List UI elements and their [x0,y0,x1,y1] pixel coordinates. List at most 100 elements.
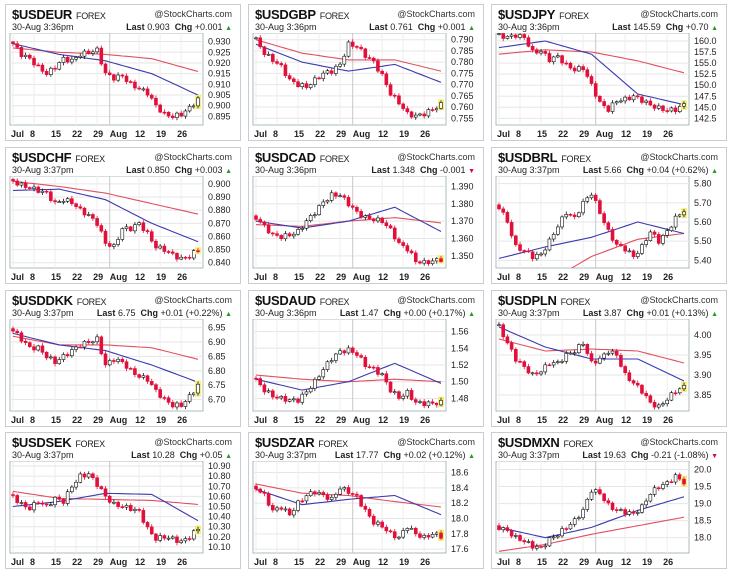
candle [530,45,535,51]
chart-panel-usdaud[interactable]: $USDAUD FOREX @StockCharts.com 30-Aug 3:3… [248,290,484,427]
y-tick-label: 18.0 [451,514,469,524]
candle [271,505,275,511]
candle [602,353,606,359]
chart-panel-usdgbp[interactable]: $USDGBP FOREX @StockCharts.com 30-Aug 3:3… [248,4,484,141]
candle [258,219,263,223]
candle [401,103,405,109]
x-tick-label: Jul [254,415,267,425]
y-tick-label: 0.870 [208,218,231,228]
exchange-label: FOREX [563,439,593,449]
candle [350,493,355,495]
candle [166,537,171,540]
x-tick-label: 19 [156,557,166,567]
candle [296,398,300,403]
candle [682,211,686,216]
y-tick-label: 18.0 [694,533,712,543]
y-tick-label: 18.6 [451,468,469,478]
chart-panel-usdmxn[interactable]: $USDMXN FOREX @StockCharts.com 30-Aug 3:3… [491,432,727,569]
chg-label: Chg [383,450,401,460]
candle [15,495,20,503]
chart-panel-usdzar[interactable]: $USDZAR FOREX @StockCharts.com 30-Aug 3:3… [248,432,484,569]
candle [334,493,338,498]
candle [49,504,53,507]
candle [376,60,380,72]
x-tick-label: 29 [579,415,589,425]
x-tick-label: Aug [353,272,371,282]
candle [505,35,510,39]
candle [509,34,514,37]
candle [158,245,162,249]
candle [577,212,581,217]
y-tick-label: 1.54 [451,343,469,353]
x-tick-label: 22 [315,415,325,425]
symbol: $USDSEK [12,435,72,450]
candle [568,352,573,355]
candle [287,75,292,80]
arrow-up-icon: ▲ [468,25,475,32]
x-tick-label: Jul [254,129,267,139]
candle [275,507,279,511]
candle [677,388,682,394]
candle [619,509,623,511]
chart-panel-usdsek[interactable]: $USDSEK FOREX @StockCharts.com 30-Aug 3:3… [5,432,241,569]
y-tick-label: 0.920 [208,58,231,68]
candle [325,200,330,203]
x-tick-label: 29 [579,557,589,567]
candle [422,535,426,538]
last-value: 3.87 [603,308,622,318]
x-tick-label: 22 [558,129,568,139]
chg-label: Chg [665,22,684,32]
candle [346,197,351,207]
x-tick-label: 29 [579,129,589,139]
candle [275,61,279,64]
candle [547,238,552,251]
candle [514,535,518,537]
candle [158,389,162,398]
chart-panel-usdchf[interactable]: $USDCHF FOREX @StockCharts.com 30-Aug 3:3… [5,147,241,284]
candle [367,57,372,59]
timestamp: 30-Aug 3:37pm [498,165,560,175]
chart-panel-usdbrl[interactable]: $USDBRL FOREX @StockCharts.com 30-Aug 3:3… [491,147,727,284]
candle [262,384,267,393]
plot-area [9,33,204,126]
candle [405,245,410,252]
chart-panel-usdpln[interactable]: $USDPLN FOREX @StockCharts.com 30-Aug 3:3… [491,290,727,427]
candle [665,110,669,112]
y-tick-label: 0.770 [451,80,474,90]
candle [564,213,569,218]
candle [133,81,137,89]
candle [266,493,271,506]
x-tick-label: 12 [621,272,631,282]
candle [560,360,564,363]
candle [652,104,657,109]
candle [158,535,162,541]
candle [254,215,258,220]
candle [19,502,24,504]
chart-panel-usdcad[interactable]: $USDCAD FOREX @StockCharts.com 30-Aug 3:3… [248,147,484,284]
candle [15,43,20,48]
candle [350,41,355,47]
candle [36,502,41,504]
chart-panel-usdjpy[interactable]: $USDJPY FOREX @StockCharts.com 30-Aug 3:3… [491,4,727,141]
chart-panel-usdeur[interactable]: $USDEUR FOREX @StockCharts.com 30-Aug 3:3… [5,4,241,141]
x-tick-label: 22 [558,557,568,567]
candle [107,243,112,247]
candle [644,500,648,506]
candle [103,63,108,74]
candle [539,371,543,375]
y-tick-label: 10.90 [208,461,231,471]
candle [610,229,615,241]
candle [530,372,535,375]
candle [505,336,510,344]
y-tick-label: 1.390 [451,181,474,191]
candlestick-chart: 0.840 0.850 0.860 0.870 0.880 0.890 0.900 Jul 8 1… [9,176,231,282]
x-tick-label: Aug [596,415,614,425]
candle [40,64,45,72]
x-tick-label: Jul [254,557,267,567]
ma-long-line [12,490,199,506]
candle [497,525,501,531]
chart-panel-usddkk[interactable]: $USDDKK FOREX @StockCharts.com 30-Aug 3:3… [5,290,241,427]
y-tick-label: 5.60 [694,217,712,227]
candle [304,220,309,229]
